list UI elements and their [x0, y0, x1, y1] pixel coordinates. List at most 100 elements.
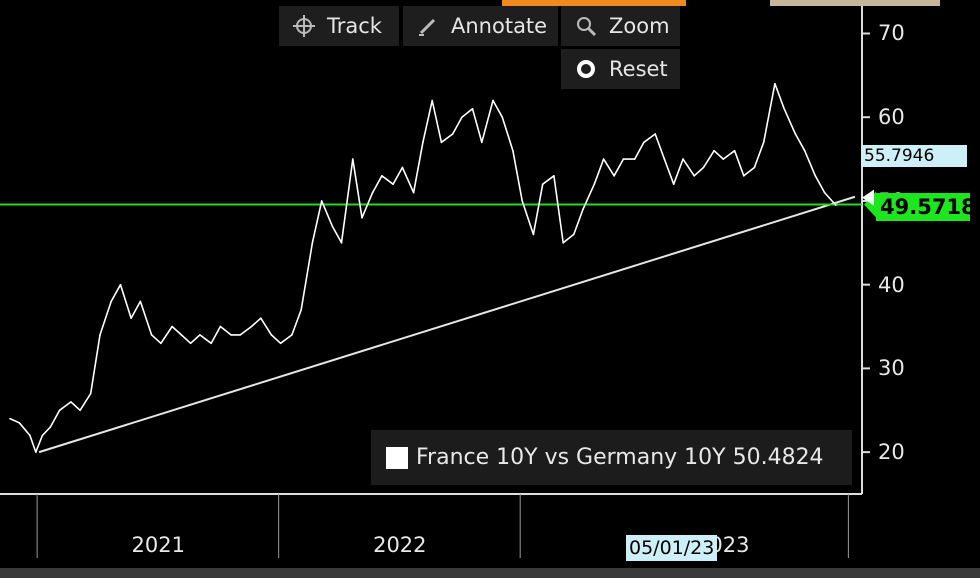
data-point [381, 175, 383, 177]
data-point [743, 175, 745, 177]
zoom-button[interactable]: Zoom [561, 6, 680, 46]
magnifier-icon [573, 13, 599, 39]
horizontal-line-layer [0, 191, 876, 218]
annotate-label: Annotate [451, 14, 548, 38]
last-value-tag: 55.7946 [861, 145, 967, 167]
data-point [672, 183, 675, 186]
data-point [160, 342, 162, 345]
data-point [814, 175, 817, 177]
x-tick-label: 2022 [373, 533, 427, 557]
data-point [79, 409, 81, 412]
data-point [663, 158, 666, 160]
cursor-date-tag: 05/01/23 [626, 535, 718, 561]
legend-text: France 10Y vs Germany 10Y 50.4824 [416, 445, 824, 470]
data-point [562, 242, 564, 244]
data-point [189, 342, 192, 345]
data-point [753, 166, 756, 169]
data-point [471, 108, 474, 110]
data-point [351, 158, 354, 160]
data-point [219, 325, 222, 328]
data-point [340, 242, 343, 244]
data-point [774, 82, 776, 85]
reset-icon [573, 56, 599, 82]
data-point [401, 166, 404, 169]
reset-label: Reset [609, 57, 668, 81]
data-point [602, 158, 605, 160]
data-point [654, 133, 656, 135]
data-point [70, 401, 72, 403]
zoom-label: Zoom [609, 14, 670, 38]
data-point [300, 308, 302, 311]
data-point [119, 283, 122, 286]
data-point [422, 141, 424, 144]
y-tick-label: 20 [878, 440, 905, 465]
data-point [633, 158, 636, 160]
legend-swatch [386, 446, 408, 469]
data-point [239, 334, 242, 336]
last-value-pointer [862, 189, 874, 206]
data-point [553, 175, 555, 177]
data-point [412, 191, 415, 194]
data-point [171, 325, 173, 328]
data-point [835, 204, 837, 206]
data-point [461, 116, 463, 119]
data-point [291, 334, 293, 336]
data-point [622, 158, 625, 160]
data-point [279, 342, 282, 345]
data-point [733, 149, 736, 152]
data-point [501, 116, 504, 119]
data-point [139, 300, 142, 303]
crosshair-icon [291, 13, 317, 39]
data-point [521, 200, 523, 202]
data-point [180, 334, 183, 336]
data-point [682, 158, 684, 160]
data-point [89, 392, 92, 395]
data-point [250, 325, 253, 328]
bottom-scrollbar[interactable] [0, 568, 980, 578]
data-point [572, 233, 575, 236]
series-layer [9, 82, 874, 453]
data-point [803, 149, 806, 152]
data-point [270, 334, 273, 336]
legend: France 10Y vs Germany 10Y 50.4824 [371, 430, 852, 485]
data-point [593, 183, 596, 186]
data-point [110, 300, 113, 303]
data-point [541, 183, 544, 186]
data-point [35, 451, 37, 453]
data-point [762, 141, 765, 144]
data-point [49, 426, 52, 428]
data-point [150, 334, 153, 336]
y-tick-label: 30 [878, 356, 905, 381]
y-tick-label: 70 [878, 21, 905, 46]
data-point [361, 216, 363, 219]
data-point [41, 434, 44, 437]
orange-strip [502, 0, 686, 6]
reset-button[interactable]: Reset [561, 49, 680, 89]
data-point [693, 175, 696, 177]
data-point [480, 141, 483, 144]
data-point [431, 99, 433, 102]
track-button[interactable]: Track [279, 6, 399, 46]
data-point [532, 233, 535, 236]
data-point [230, 334, 232, 336]
data-point [331, 225, 334, 227]
annotate-button[interactable]: Annotate [403, 6, 558, 46]
data-point [311, 242, 314, 244]
data-point [320, 200, 323, 202]
data-point [210, 342, 212, 345]
data-point [99, 334, 101, 336]
data-point [371, 191, 374, 194]
data-point [259, 317, 262, 319]
data-point [794, 133, 797, 135]
tan-strip [770, 0, 940, 6]
data-point [9, 417, 11, 420]
data-point [643, 141, 645, 144]
data-point [492, 99, 494, 102]
data-point [702, 166, 705, 169]
axes [0, 0, 870, 558]
data-point [29, 434, 31, 437]
x-tick-label: 2021 [131, 533, 185, 557]
track-label: Track [327, 14, 382, 38]
trend-line [38, 195, 856, 454]
